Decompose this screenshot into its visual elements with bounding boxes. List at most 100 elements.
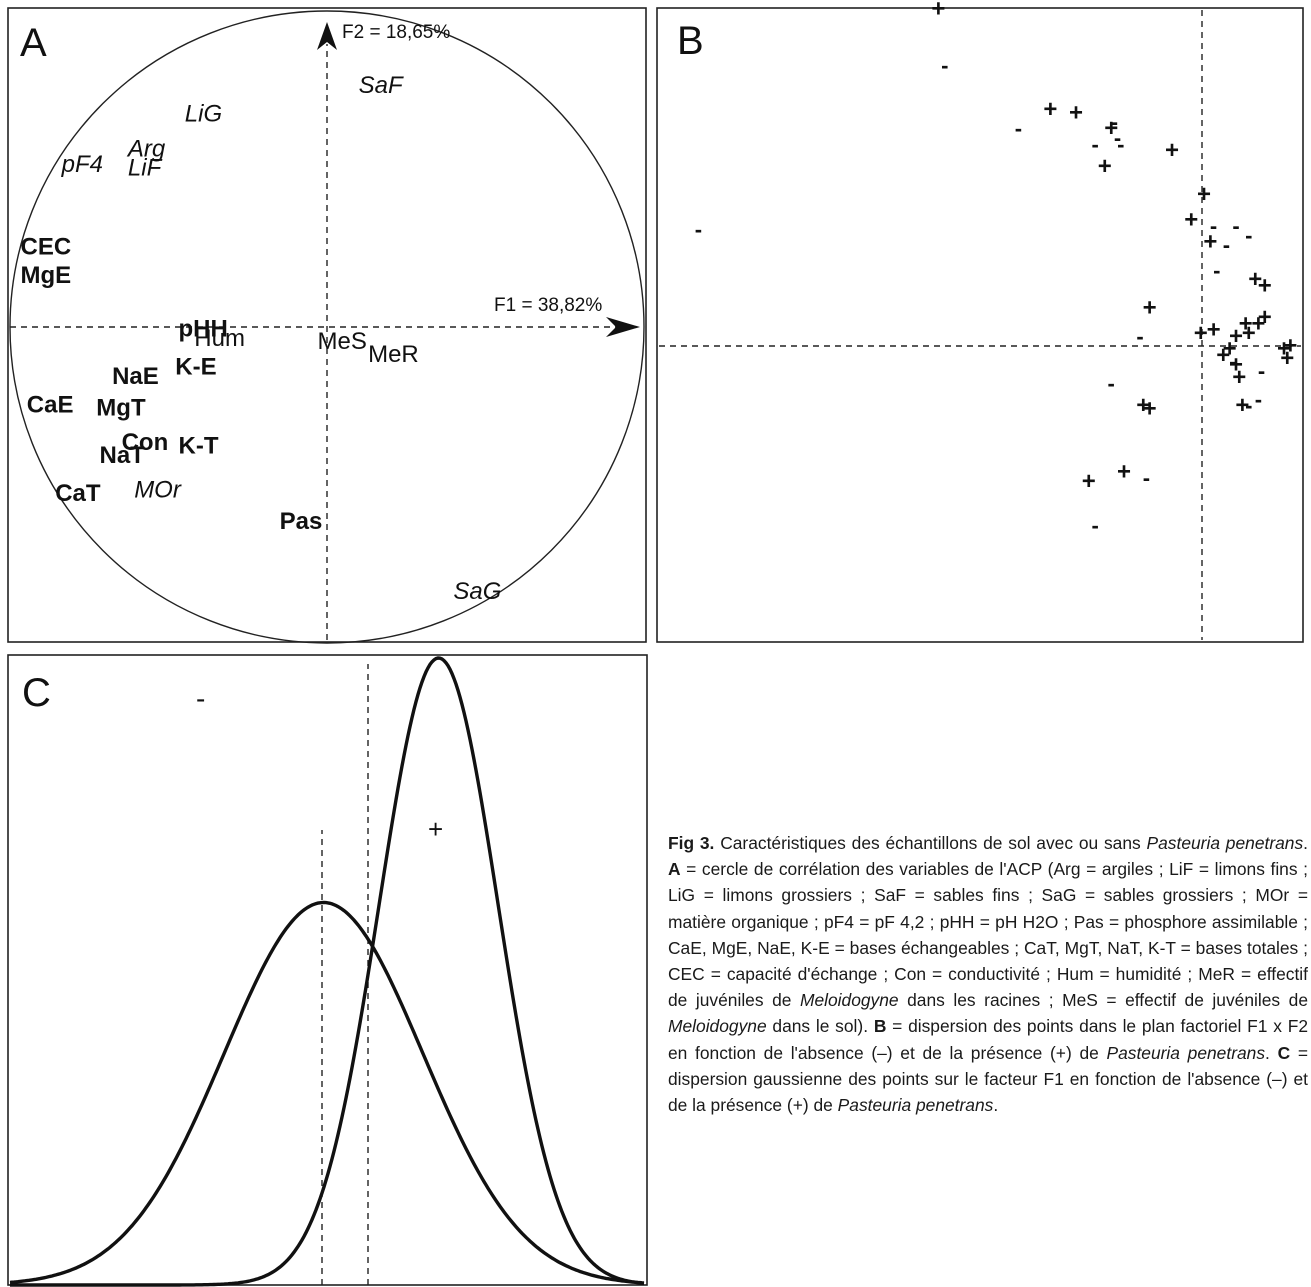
absence-point-2: - (1114, 126, 1121, 151)
caption-c-text-1: = dispersion gaussienne des points sur l… (668, 1042, 1308, 1116)
variable-label-k-t: K-T (179, 432, 219, 459)
presence-point-8: + (1184, 206, 1198, 233)
absence-point-8: - (1210, 214, 1217, 239)
variable-label-lif: LiF (128, 154, 163, 181)
caption-a-text-2: dans les racines ; MeS = effectif de juv… (898, 990, 1308, 1011)
variable-label-sag: SaG (453, 578, 501, 605)
caption-genus-2: Meloidogyne (668, 1016, 767, 1037)
variable-label-cat: CaT (55, 480, 101, 507)
absence-point-15: - (1136, 324, 1143, 349)
variable-label-mor: MOr (134, 477, 182, 504)
absence-point-12: - (1258, 359, 1265, 384)
presence-point-21: + (1229, 351, 1243, 378)
panel-c-letter: C (22, 671, 51, 715)
presence-point-28: + (1143, 395, 1157, 422)
caption-b-text-2: . (1265, 1042, 1278, 1063)
variable-label-hum: Hum (194, 325, 245, 352)
presence-point-4: + (1104, 115, 1118, 142)
presence-point-23: + (1277, 336, 1291, 363)
caption-a-text-1: = cercle de corrélation des variables de… (668, 859, 1308, 1011)
absence-point-10: - (1213, 258, 1220, 283)
absence-point-7: - (1223, 233, 1230, 258)
presence-point-1: + (1043, 96, 1057, 123)
presence-point-29: + (1082, 468, 1096, 495)
presence-point-18: + (1207, 317, 1221, 344)
axis-f1-arrow (606, 317, 640, 337)
axis-f1-label: F1 = 38,82% (494, 295, 602, 316)
variable-label-nat: NaT (100, 442, 146, 469)
caption-b-text-1: = dispersion des points dans le plan fac… (668, 1016, 1308, 1063)
absence-point-18: - (1092, 513, 1099, 538)
variable-label-mgt: MgT (96, 395, 146, 422)
panel-c-frame (7, 654, 648, 1286)
variable-label-con: Con (122, 429, 169, 456)
panel-b-factorial-plane: B ++ ++++++++++++++++++++++++++++ +-------… (656, 0, 1304, 643)
variable-label-arg: Arg (126, 135, 166, 162)
variable-label-pas: Pas (280, 508, 323, 535)
absence-point-4: - (1092, 132, 1099, 157)
panel-a-correlation-circle: A F2 = 18,65% F1 = 38,82% SaF LiG Arg pF4 Li… (7, 7, 647, 644)
presence-point-25: + (1283, 332, 1297, 359)
presence-point-15: + (1251, 310, 1265, 337)
absence-point-9: - (1245, 223, 1252, 248)
absence-point-0: - (695, 217, 702, 242)
caption-intro: Caractéristiques des échantillons de sol… (714, 833, 1147, 853)
axis-f2-arrow (317, 22, 337, 50)
presence-point-26: + (1235, 392, 1249, 419)
caption-species-3: Pasteuria penetrans (837, 1095, 994, 1116)
variable-label-k-e: K-E (175, 353, 216, 380)
gaussian-curve-absence (9, 900, 645, 1285)
presence-point-0: + (931, 0, 945, 22)
presence-point-6: + (1143, 295, 1157, 322)
absence-point-13: - (1245, 393, 1252, 418)
absence-point-19: - (941, 53, 948, 78)
presence-point-16: + (1258, 304, 1272, 331)
presence-point-14: + (1242, 320, 1256, 347)
presence-point-7: + (1197, 181, 1211, 208)
caption-fig-label: Fig 3. (668, 833, 715, 853)
curve-label-presence: + (428, 814, 443, 844)
variable-label-lig: LiG (185, 101, 222, 128)
panel-a-letter: A (20, 21, 47, 65)
absence-point-1: - (1111, 110, 1118, 135)
presence-point-3: + (1098, 153, 1112, 180)
presence-point-20: + (1223, 336, 1237, 363)
caption-c-label: C (1277, 1042, 1291, 1063)
variable-label-mes: MeS (318, 328, 367, 355)
presence-point-10: + (1248, 266, 1262, 293)
caption-c-text-2: . (993, 1095, 999, 1116)
panel-b-frame (656, 7, 1304, 643)
presence-point-19: + (1216, 342, 1230, 369)
caption-b-label: B (873, 1016, 887, 1037)
variable-label-phh: pHH (179, 316, 228, 343)
figure-caption: Fig 3. Caractéristiques des échantillons… (668, 833, 1308, 1116)
caption-a-label: A (668, 859, 681, 880)
scatter-marks: ++ ++++++++++++++++++++++++++++ +---------… (695, 0, 1298, 538)
variable-label-nae: NaE (112, 363, 159, 390)
presence-point-13: + (1229, 323, 1243, 350)
caption-genus: Meloidogyne (799, 990, 899, 1011)
curve-label-absence: - (196, 683, 205, 714)
presence-point-17: + (1194, 320, 1208, 347)
presence-point-27: + (1136, 392, 1150, 419)
presence-point-22: + (1232, 364, 1246, 391)
panel-c-gaussian: C + - (7, 654, 648, 1287)
variable-label-cec: CEC (21, 233, 72, 260)
presence-point-11: + (1258, 273, 1272, 300)
panel-a-frame (7, 7, 647, 643)
absence-point-17: - (1143, 466, 1150, 491)
presence-point-30: + (1117, 458, 1131, 485)
absence-point-16: - (1108, 371, 1115, 396)
absence-point-3: - (1117, 132, 1124, 157)
gaussian-curves (9, 656, 645, 1287)
absence-point-11: - (1229, 349, 1236, 374)
variable-label-saf: SaF (359, 72, 404, 99)
presence-point-9: + (1203, 228, 1217, 255)
caption-a-text-3: dans le sol). (766, 1016, 874, 1037)
variable-label-mer: MeR (368, 341, 419, 368)
gaussian-curve-presence (10, 656, 645, 1287)
absence-point-6: - (1232, 214, 1239, 239)
variable-label-pf4: pF4 (61, 151, 103, 178)
